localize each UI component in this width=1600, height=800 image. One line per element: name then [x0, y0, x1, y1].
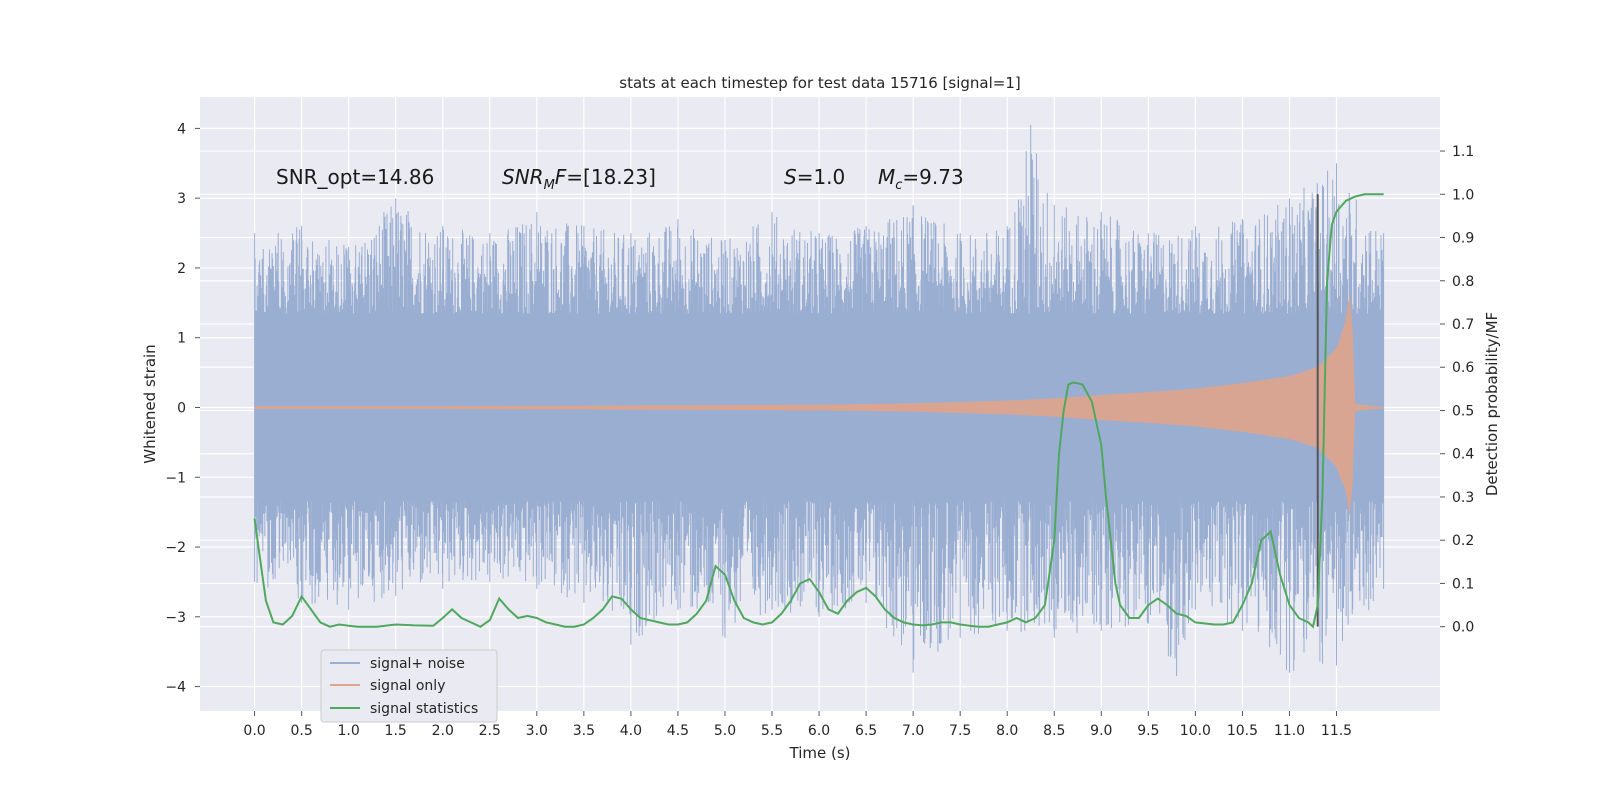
x-tick-label: 10.0 [1180, 723, 1211, 739]
legend: signal+ noise signal only signal statist… [320, 649, 498, 723]
x-tick-label: 7.0 [902, 723, 924, 739]
legend-label-signal-statistics: signal statistics [370, 701, 478, 717]
legend-box [320, 649, 498, 723]
x-tick-label: 5.0 [714, 723, 736, 739]
y2-tick-label: 0.8 [1452, 274, 1474, 290]
y-ticks: 4 3 2 1 0 −1 −2 −3 −4 [165, 121, 200, 696]
annotations: SNR_opt=14.86 SNRMF=[18.23] S=1.0 Mc=9.7… [276, 165, 964, 193]
y2-tick-label: 0.6 [1452, 360, 1474, 376]
y-axis-label: Whitened strain [141, 344, 159, 463]
x-tick-label: 6.5 [855, 723, 877, 739]
annotation-snr-mf-value: =[18.23] [566, 165, 656, 189]
x-tick-label: 11.0 [1274, 723, 1305, 739]
x-tick-label: 4.0 [620, 723, 642, 739]
y-tick-label: 4 [177, 121, 186, 137]
x-tick-label: 5.5 [761, 723, 783, 739]
x-tick-label: 8.0 [996, 723, 1018, 739]
x-tick-label: 2.0 [432, 723, 454, 739]
y-tick-label: 1 [177, 331, 186, 347]
y2-tick-label: 0.9 [1452, 231, 1474, 247]
x-tick-label: 9.5 [1137, 723, 1159, 739]
x-tick-label: 10.5 [1227, 723, 1258, 739]
y-tick-label: −4 [165, 680, 186, 696]
y2-ticks: 1.1 1.0 0.9 0.8 0.7 0.6 0.5 0.4 0.3 0.2 0.1 0.0 [1440, 144, 1474, 636]
chart-title: stats at each timestep for test data 157… [619, 74, 1020, 92]
annotation-s: S=1.0 [784, 165, 845, 189]
y2-tick-label: 0.1 [1452, 576, 1474, 592]
y2-axis-label: Detection probability/MF [1483, 312, 1501, 496]
x-tick-label: 2.5 [479, 723, 501, 739]
y-tick-label: 0 [177, 400, 186, 416]
annotation-snr-mf: SNRMF=[18.23] [502, 165, 656, 193]
legend-label-signal-noise: signal+ noise [370, 656, 465, 672]
y2-tick-label: 0.2 [1452, 533, 1474, 549]
y-tick-label: −3 [165, 610, 186, 626]
y-tick-label: −1 [165, 470, 186, 486]
signal-only-envelope [254, 292, 1384, 517]
x-axis-label: Time (s) [789, 744, 851, 762]
y2-tick-label: 0.7 [1452, 317, 1474, 333]
x-tick-label: 3.0 [526, 723, 548, 739]
x-ticks: 0.0 0.5 1.0 1.5 2.0 2.5 3.0 3.5 4.0 4.5 5.0 5.5 6.0 6… [243, 711, 1352, 739]
y2-tick-label: 0.0 [1452, 620, 1474, 636]
x-tick-label: 9.0 [1090, 723, 1112, 739]
y-tick-label: −2 [165, 540, 186, 556]
x-tick-label: 1.5 [385, 723, 407, 739]
y2-tick-label: 0.4 [1452, 447, 1474, 463]
y-tick-label: 2 [177, 261, 186, 277]
annotation-snr-opt: SNR_opt=14.86 [276, 165, 434, 189]
x-tick-label: 3.5 [573, 723, 595, 739]
y2-tick-label: 1.1 [1452, 144, 1474, 160]
series-signal-statistics [253, 193, 1384, 629]
x-tick-label: 0.5 [290, 723, 312, 739]
x-tick-label: 0.0 [243, 723, 265, 739]
y2-tick-label: 0.5 [1452, 403, 1474, 419]
x-tick-label: 4.5 [667, 723, 689, 739]
x-tick-label: 11.5 [1321, 723, 1352, 739]
x-tick-label: 8.5 [1043, 723, 1065, 739]
annotation-mc: Mc=9.73 [878, 165, 964, 193]
x-tick-label: 1.0 [338, 723, 360, 739]
series-signal-only [254, 292, 1384, 517]
y2-tick-label: 0.3 [1452, 490, 1474, 506]
x-tick-label: 6.0 [808, 723, 830, 739]
legend-label-signal-only: signal only [370, 678, 445, 694]
x-tick-label: 7.5 [949, 723, 971, 739]
y-tick-label: 3 [177, 191, 186, 207]
y2-tick-label: 1.0 [1452, 187, 1474, 203]
series-layer [253, 124, 1385, 677]
